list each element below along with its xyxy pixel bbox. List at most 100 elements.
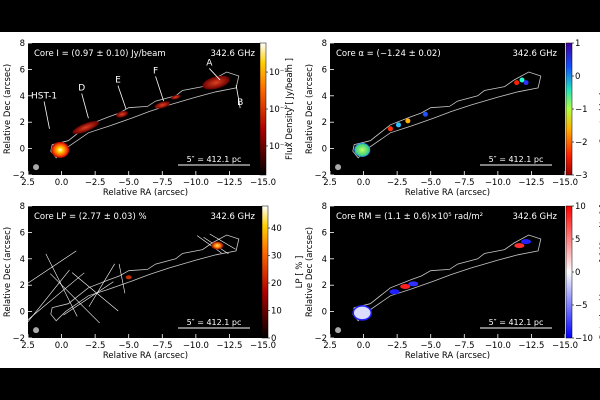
colorbar-tick-label: 0 <box>575 72 580 82</box>
y-tick-label: 4 <box>322 92 327 102</box>
x-tick-label: −7.5 <box>454 178 475 188</box>
x-tick-label: 0.0 <box>357 178 371 188</box>
annotation-arrow <box>155 76 165 102</box>
colorbar-tick-label: −2 <box>575 138 588 148</box>
colorbar-tick-label: 10⁻¹ <box>269 68 288 78</box>
x-tick-label: −7.5 <box>152 178 173 188</box>
knot-emission <box>72 121 99 134</box>
x-tick-label: −2.5 <box>387 341 408 351</box>
annotation-label: E <box>115 76 121 86</box>
y-axis-label: Relative Dec (arcsec) <box>3 64 13 154</box>
colorbar-tick-label: 30 <box>271 252 282 262</box>
polarization-vector <box>88 263 115 307</box>
x-tick-label: −12.5 <box>216 178 242 188</box>
annotation-label: HST-1 <box>31 91 57 101</box>
polarization-vector <box>13 269 70 341</box>
figure: 2.5 0.0 −2.5 −5.0 −7.5 −10.0 −12.5 −15.0 −2 0 2 4 6 8… <box>0 32 600 368</box>
y-tick-label: 4 <box>322 255 327 265</box>
alpha-pixel <box>523 80 529 86</box>
jet-contour <box>50 234 240 322</box>
x-axis-label: Relative RA (arcsec) <box>103 188 188 198</box>
y-tick-label: 6 <box>20 65 25 75</box>
alpha-pixel <box>514 80 520 86</box>
x-axis-label: Relative RA (arcsec) <box>405 351 490 361</box>
rm-pixel <box>521 239 532 245</box>
x-tick-label: −15.0 <box>552 341 578 351</box>
colorbar-tick-label: 10⁻² <box>269 105 288 115</box>
x-tick-label: −15.0 <box>250 178 276 188</box>
x-tick-label: −12.5 <box>216 341 242 351</box>
knot-emission <box>202 75 230 90</box>
x-tick-label: −2.5 <box>387 178 408 188</box>
x-tick-label: 2.5 <box>21 178 35 188</box>
rm-pixel <box>400 284 411 290</box>
colorbar <box>565 42 573 176</box>
colorbar-tick-label: 10 <box>271 307 282 317</box>
annotation-label: D <box>78 84 85 94</box>
x-tick-label: −10.0 <box>183 341 209 351</box>
y-axis-label: Relative Dec (arcsec) <box>305 64 315 154</box>
x-tick-label: −15.0 <box>250 341 276 351</box>
polarization-vector <box>0 250 77 303</box>
colorbar-tick-label: 1 <box>575 39 580 49</box>
polarization-vector <box>118 263 126 294</box>
core-value-label: Core RM = (1.1 ± 0.6)×10⁵ rad/m² <box>336 212 483 222</box>
x-tick-label: 2.5 <box>21 341 35 351</box>
x-tick-label: −10.0 <box>485 341 511 351</box>
annotation-label: F <box>153 66 158 76</box>
colorbar-tick-label: 10 <box>575 202 586 212</box>
annotation-arrow <box>235 85 241 109</box>
polarization-vector <box>209 233 236 250</box>
y-tick-label: −2 <box>314 171 327 181</box>
panel-2: 2.5 0.0 −2.5 −5.0 −7.5 −10.0 −12.5 −15.0 −2 0 2 4 6 8… <box>305 39 600 198</box>
x-tick-label: −2.5 <box>85 178 106 188</box>
y-tick-label: 8 <box>20 39 25 49</box>
x-tick-label: −2.5 <box>85 341 106 351</box>
y-tick-label: 8 <box>322 202 327 212</box>
colorbar-tick-label: 40 <box>271 224 282 234</box>
y-tick-label: 2 <box>20 118 25 128</box>
jet-contour <box>352 71 542 159</box>
colorbar-tick-label: −1 <box>575 105 588 115</box>
frequency-label: 342.6 GHz <box>211 49 256 59</box>
polarization-vector <box>196 235 222 254</box>
scale-bar-label: 5″ = 412.1 pc <box>187 155 242 164</box>
alpha-pixel <box>387 126 393 132</box>
x-tick-label: −15.0 <box>552 178 578 188</box>
x-tick-label: −12.5 <box>518 178 544 188</box>
knot-emission <box>116 110 128 118</box>
x-tick-label: 2.5 <box>323 178 337 188</box>
core-emission <box>51 141 70 158</box>
y-tick-label: −2 <box>314 334 327 344</box>
colorbar-tick-label: 5 <box>575 235 580 245</box>
frequency-label: 342.6 GHz <box>513 49 558 59</box>
panel-1: 2.5 0.0 −2.5 −5.0 −7.5 −10.0 −12.5 −15.0 −2 0 2 4 6 8… <box>3 39 295 198</box>
y-tick-label: −2 <box>12 334 25 344</box>
knot-lp <box>125 275 132 280</box>
figure-canvas: 2.5 0.0 −2.5 −5.0 −7.5 −10.0 −12.5 −15.0−202468… <box>0 39 600 361</box>
colorbar-label: LP [ % ] <box>295 256 305 289</box>
colorbar-tick-label: 0 <box>271 334 276 344</box>
x-tick-label: 0.0 <box>55 178 69 188</box>
y-tick-label: 4 <box>20 255 25 265</box>
colorbar-tick-label: 0 <box>575 268 580 278</box>
colorbar-label: Flux Density [ Jy/beam ] <box>285 58 295 160</box>
colorbar-tick-label: 20 <box>271 279 282 289</box>
y-tick-label: 0 <box>322 308 327 318</box>
rm-pixel <box>408 281 419 287</box>
x-axis-label: Relative RA (arcsec) <box>405 188 490 198</box>
y-tick-label: 2 <box>20 281 25 291</box>
polarization-vector <box>71 272 119 312</box>
y-axis-label: Relative Dec (arcsec) <box>3 227 13 317</box>
scale-bar-label: 5″ = 412.1 pc <box>489 318 544 327</box>
beam-ellipse <box>335 327 342 334</box>
panel-4: 2.5 0.0 −2.5 −5.0 −7.5 −10.0 −12.5 −15.0 −2 0 2 4 6 8… <box>305 202 600 361</box>
polarization-vector <box>63 281 114 316</box>
y-tick-label: 6 <box>20 228 25 238</box>
x-tick-label: 0.0 <box>55 341 69 351</box>
x-tick-label: −7.5 <box>152 341 173 351</box>
beam-ellipse <box>33 327 40 334</box>
rm-pixel <box>514 243 525 249</box>
x-tick-label: 2.5 <box>323 341 337 351</box>
polarization-vector <box>50 273 100 324</box>
